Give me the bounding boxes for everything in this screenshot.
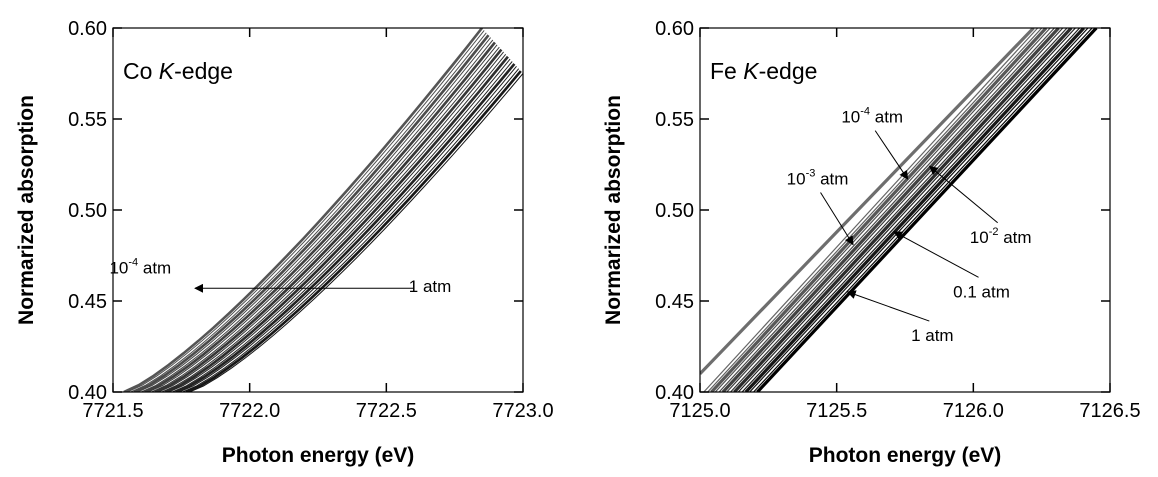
series-line-2 [703,28,1039,392]
series-line-8 [726,28,1064,392]
series-line-12 [161,53,507,392]
series-line-15 [172,61,513,392]
annotation-arrow [846,290,930,322]
series-line-19 [185,70,522,392]
series-line-16 [756,28,1098,392]
panel-label-prefix: Co [123,58,159,84]
annotation-arrow [820,192,854,246]
x-tick-label: 7721.5 [82,400,143,422]
annotation-base: 1 atm [911,326,954,345]
annotation-exponent: -4 [860,106,870,118]
annotation-label: 1 atm [911,326,954,345]
x-tick-label: 7126.5 [1079,400,1140,422]
series-line-10 [154,48,503,392]
series-line-14 [749,28,1089,392]
series-group [700,28,1098,392]
x-tick-label: 7723.0 [492,400,553,422]
panel-label-suffix: -edge [174,58,233,84]
panel-label-italic: K [159,58,176,84]
series-line-13 [744,28,1085,392]
series-line-6 [140,39,494,392]
series-line-2 [127,30,485,392]
series-line-3 [707,28,1043,392]
series-line-5 [137,37,491,392]
annotation-label: 10-3 atm [787,168,849,189]
series-line-14 [168,58,511,392]
series-line-4 [133,34,490,392]
annotation-base: 10 [841,108,860,127]
annotation-exponent: -2 [989,226,999,238]
y-tick-label: 0.50 [68,200,107,222]
annotation-arrow [874,130,909,180]
series-line-12 [741,28,1081,392]
series-line-9 [151,46,500,392]
annotation-label: 10-4 atm [109,257,171,278]
annotation-base: 10 [109,259,128,278]
y-tick-label: 0.50 [655,200,694,222]
series-line-10 [733,28,1073,392]
annotation-unit: atm [815,170,848,189]
series-group [123,28,523,392]
series-line-17 [179,65,517,392]
series-line-18 [182,68,520,392]
series-line-7 [721,28,1060,392]
annotation-arrow [893,231,979,278]
x-tick-label: 7125.5 [806,400,867,422]
y-tick-label: 0.45 [68,291,107,313]
series-line-16 [175,63,516,392]
panel-label: Fe K-edge [710,58,817,84]
y-tick-label: 0.45 [655,291,694,313]
annotation-base: 0.1 atm [953,282,1010,301]
series-line-8 [147,44,498,392]
panel-label-italic: K [743,58,760,84]
series-line-9 [730,28,1068,392]
chart-panel-2: 0.40 0.45 0.50 0.55 0.60 7125.0 7125.5 7126.0 71… [602,18,1141,467]
y-tick-label: 0.60 [655,18,694,40]
annotation-base: 10 [970,228,989,247]
panel-label-prefix: Fe [710,58,743,84]
x-axis-title: Photon energy (eV) [222,444,415,467]
y-tick-label: 0.55 [68,109,107,131]
series-line-1 [700,28,1035,375]
panel-label-suffix: -edge [759,58,818,84]
series-line-1 [123,28,484,392]
x-tick-label: 7125.0 [669,400,730,422]
y-axis-title: Normarized absorption [15,95,38,325]
x-tick-label: 7126.0 [943,400,1004,422]
annotation-exponent: -4 [128,257,138,269]
y-tick-label: 0.60 [68,18,107,40]
x-axis-title: Photon energy (eV) [809,444,1002,467]
series-line-6 [718,28,1055,392]
annotation-base: 10 [787,170,806,189]
annotation-label: 10-4 atm [841,106,903,127]
annotation-exponent: -3 [806,168,816,180]
x-tick-label: 7722.0 [219,400,280,422]
series-line-3 [130,32,487,392]
chart-panel-1: 0.40 0.45 0.50 0.55 0.60 7721.5 7722.0 7722.5 77… [15,18,554,467]
annotation-label: 10-2 atm [970,226,1032,247]
annotation-label: 1 atm [409,277,452,296]
series-line-11 [737,28,1076,392]
y-tick-label: 0.40 [68,382,107,404]
series-line-7 [144,41,496,392]
series-line-13 [164,55,509,392]
series-line-4 [710,28,1048,392]
series-line-5 [714,28,1051,392]
annotation-unit: atm [138,259,171,278]
y-axis-title: Normarized absorption [602,95,625,325]
annotation-unit: atm [998,228,1031,247]
x-tick-label: 7722.5 [356,400,417,422]
panel-label: Co K-edge [123,58,233,84]
annotation-arrow [928,165,998,224]
series-line-20 [189,73,523,392]
annotation-base: 1 atm [409,277,452,296]
series-line-11 [158,51,504,392]
series-line-15 [753,28,1093,392]
y-tick-label: 0.40 [655,382,694,404]
annotation-label: 0.1 atm [953,282,1010,301]
y-tick-label: 0.55 [655,109,694,131]
annotation-unit: atm [870,108,903,127]
